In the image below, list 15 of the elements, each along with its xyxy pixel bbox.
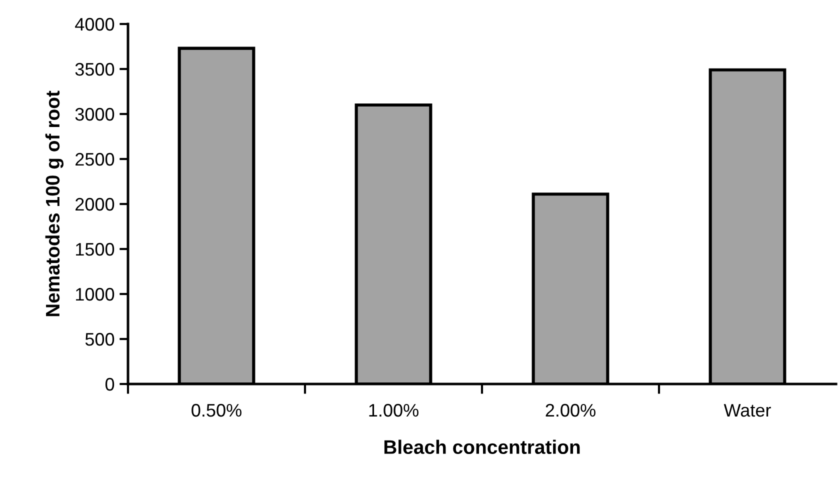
y-tick-label: 4000 bbox=[75, 18, 114, 31]
y-tick-label: 1000 bbox=[76, 288, 114, 301]
y-axis-title: Nematodes 100 g of root bbox=[45, 90, 64, 316]
x-tick-label: 2.00% bbox=[546, 404, 596, 417]
x-tick-label: 0.50% bbox=[192, 404, 242, 417]
y-tick-label: 3500 bbox=[75, 62, 114, 76]
y-tick-label: 2500 bbox=[76, 152, 114, 166]
y-tick-label: 0 bbox=[105, 378, 114, 391]
x-tick-label: 1.00% bbox=[369, 404, 418, 417]
y-tick-label: 2000 bbox=[76, 198, 114, 211]
x-axis-title: Bleach concentration bbox=[384, 440, 580, 454]
y-tick-label: 1500 bbox=[76, 242, 114, 256]
y-tick-label: 3000 bbox=[75, 108, 114, 121]
x-tick-label: Water bbox=[724, 404, 771, 417]
y-tick-label: 500 bbox=[85, 332, 114, 346]
